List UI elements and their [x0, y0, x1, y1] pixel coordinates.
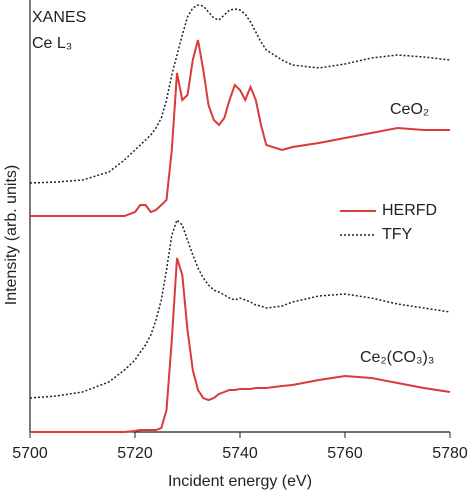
x-tick-label: 5720	[117, 445, 153, 462]
annotation: XANES	[32, 9, 86, 26]
annotation: Ce L₃	[32, 35, 72, 52]
data-line	[30, 39, 450, 217]
legend-label: TFY	[382, 226, 413, 243]
x-tick-label: 5740	[222, 445, 258, 462]
x-tick-label: 5700	[12, 445, 48, 462]
y-axis-label: Intensity (arb. units)	[3, 165, 20, 306]
sample-label: CeO₂	[390, 101, 429, 118]
data-line	[29, 4, 451, 184]
data-line	[29, 218, 451, 399]
sample-label: Ce₂(CO₃)₃	[360, 349, 434, 366]
x-tick-label: 5780	[432, 445, 468, 462]
legend-label: HERFD	[382, 202, 437, 219]
data-line	[30, 257, 451, 433]
x-tick-label: 5760	[327, 445, 363, 462]
x-axis-label: Incident energy (eV)	[168, 473, 312, 490]
